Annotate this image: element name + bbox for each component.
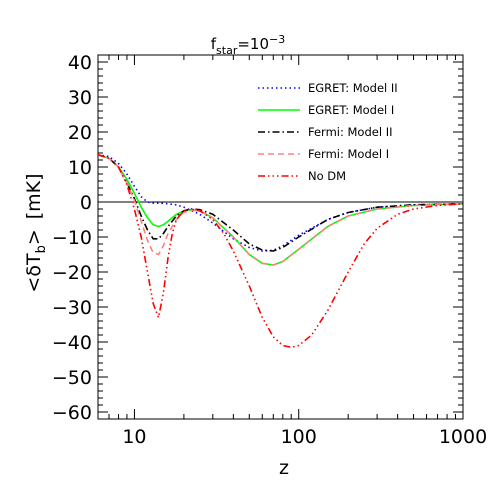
- x-tick-label: 10: [122, 426, 146, 448]
- legend-label: No DM: [308, 169, 346, 183]
- y-label-open: <: [23, 277, 45, 293]
- y-tick-label: 0: [80, 192, 92, 214]
- legend-label: Fermi: Model II: [308, 125, 392, 139]
- title-base: f: [211, 35, 217, 53]
- y-tick-label: −10: [52, 227, 92, 249]
- title-subscript: star: [216, 44, 238, 57]
- x-tick-label: 1000: [439, 426, 487, 448]
- title-superscript: −3: [269, 33, 285, 46]
- legend-label: Fermi: Model I: [308, 147, 389, 161]
- y-tick-label: −20: [52, 262, 92, 284]
- y-tick-label: −40: [52, 332, 92, 354]
- series-line: [98, 154, 463, 349]
- y-tick-label: 30: [68, 87, 92, 109]
- legend-label: EGRET: Model II: [308, 81, 398, 95]
- title-equals: =10: [237, 35, 269, 53]
- y-label-unit: [mK]: [23, 173, 45, 219]
- chart-title: fstar=10−3: [211, 33, 285, 57]
- y-tick-label: −30: [52, 297, 92, 319]
- x-axis-label: z: [279, 457, 289, 479]
- y-label-close: >: [23, 229, 45, 245]
- series-line: [98, 154, 463, 266]
- x-tick-label: 100: [281, 426, 317, 448]
- legend-label: EGRET: Model I: [308, 103, 394, 117]
- series-line: [98, 154, 463, 252]
- y-tick-label: 40: [68, 52, 92, 74]
- y-tick-label: 10: [68, 157, 92, 179]
- y-label-delta: δT: [23, 253, 45, 277]
- y-label-sub: b: [34, 245, 49, 253]
- series-group: [98, 154, 463, 349]
- y-axis-label: <δTb> [mK]: [23, 173, 49, 292]
- legend: EGRET: Model II EGRET: Model I Fermi: Mode…: [258, 81, 398, 183]
- y-tick-label: −50: [52, 367, 92, 389]
- y-tick-label: 20: [68, 122, 92, 144]
- y-tick-label: −60: [52, 402, 92, 424]
